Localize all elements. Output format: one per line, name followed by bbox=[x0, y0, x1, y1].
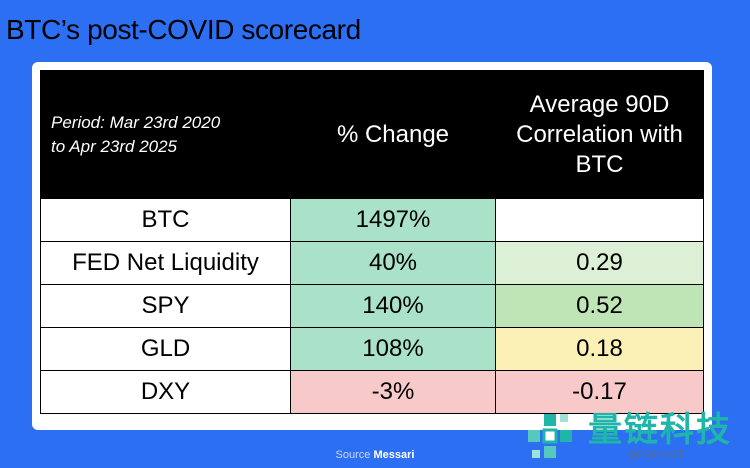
correlation-cell: 0.52 bbox=[495, 284, 704, 328]
source-credit: Source Messari bbox=[0, 449, 750, 461]
asset-cell: SPY bbox=[40, 284, 291, 328]
correlation-cell: -0.17 bbox=[495, 370, 704, 414]
table-row: DXY -3% -0.17 bbox=[40, 370, 704, 414]
asset-cell: BTC bbox=[40, 198, 291, 242]
table-row: BTC 1497% bbox=[40, 198, 704, 242]
period-line-2: to Apr 23rd 2025 bbox=[51, 136, 178, 156]
watermark: 量链科技 QFSP.NET bbox=[524, 408, 746, 466]
change-cell: 140% bbox=[290, 284, 496, 328]
change-header: % Change bbox=[290, 70, 496, 199]
asset-cell: GLD bbox=[40, 327, 291, 371]
scorecard-table: Period: Mar 23rd 2020 to Apr 23rd 2025 %… bbox=[40, 70, 704, 414]
correlation-cell bbox=[495, 198, 704, 242]
watermark-url: QFSP.NET bbox=[628, 450, 685, 461]
asset-cell: DXY bbox=[40, 370, 291, 414]
table-row: FED Net Liquidity 40% 0.29 bbox=[40, 241, 704, 285]
change-cell: -3% bbox=[290, 370, 496, 414]
page-title: BTC’s post-COVID scorecard bbox=[6, 14, 361, 45]
change-header-label: % Change bbox=[336, 120, 450, 148]
table-header-row: Period: Mar 23rd 2020 to Apr 23rd 2025 %… bbox=[40, 70, 704, 199]
period-line-1: Period: Mar 23rd 2020 bbox=[51, 112, 221, 132]
asset-cell: FED Net Liquidity bbox=[40, 241, 291, 285]
correlation-header-line-3: BTC bbox=[575, 150, 624, 178]
correlation-header-line-1: Average 90D bbox=[529, 90, 670, 118]
watermark-logo-icon bbox=[528, 414, 572, 458]
source-label: Source bbox=[335, 449, 371, 461]
table-row: GLD 108% 0.18 bbox=[40, 327, 704, 371]
change-cell: 1497% bbox=[290, 198, 496, 242]
correlation-cell: 0.29 bbox=[495, 241, 704, 285]
period-header: Period: Mar 23rd 2020 to Apr 23rd 2025 bbox=[40, 70, 291, 199]
table-row: SPY 140% 0.52 bbox=[40, 284, 704, 328]
correlation-header-line-2: Correlation with bbox=[516, 120, 683, 148]
watermark-name: 量链科技 bbox=[588, 411, 732, 449]
source-brand: Messari bbox=[373, 449, 415, 461]
correlation-cell: 0.18 bbox=[495, 327, 704, 371]
scorecard-card: Period: Mar 23rd 2020 to Apr 23rd 2025 %… bbox=[32, 62, 712, 430]
correlation-header: Average 90D Correlation with BTC bbox=[495, 70, 704, 199]
change-cell: 40% bbox=[290, 241, 496, 285]
change-cell: 108% bbox=[290, 327, 496, 371]
